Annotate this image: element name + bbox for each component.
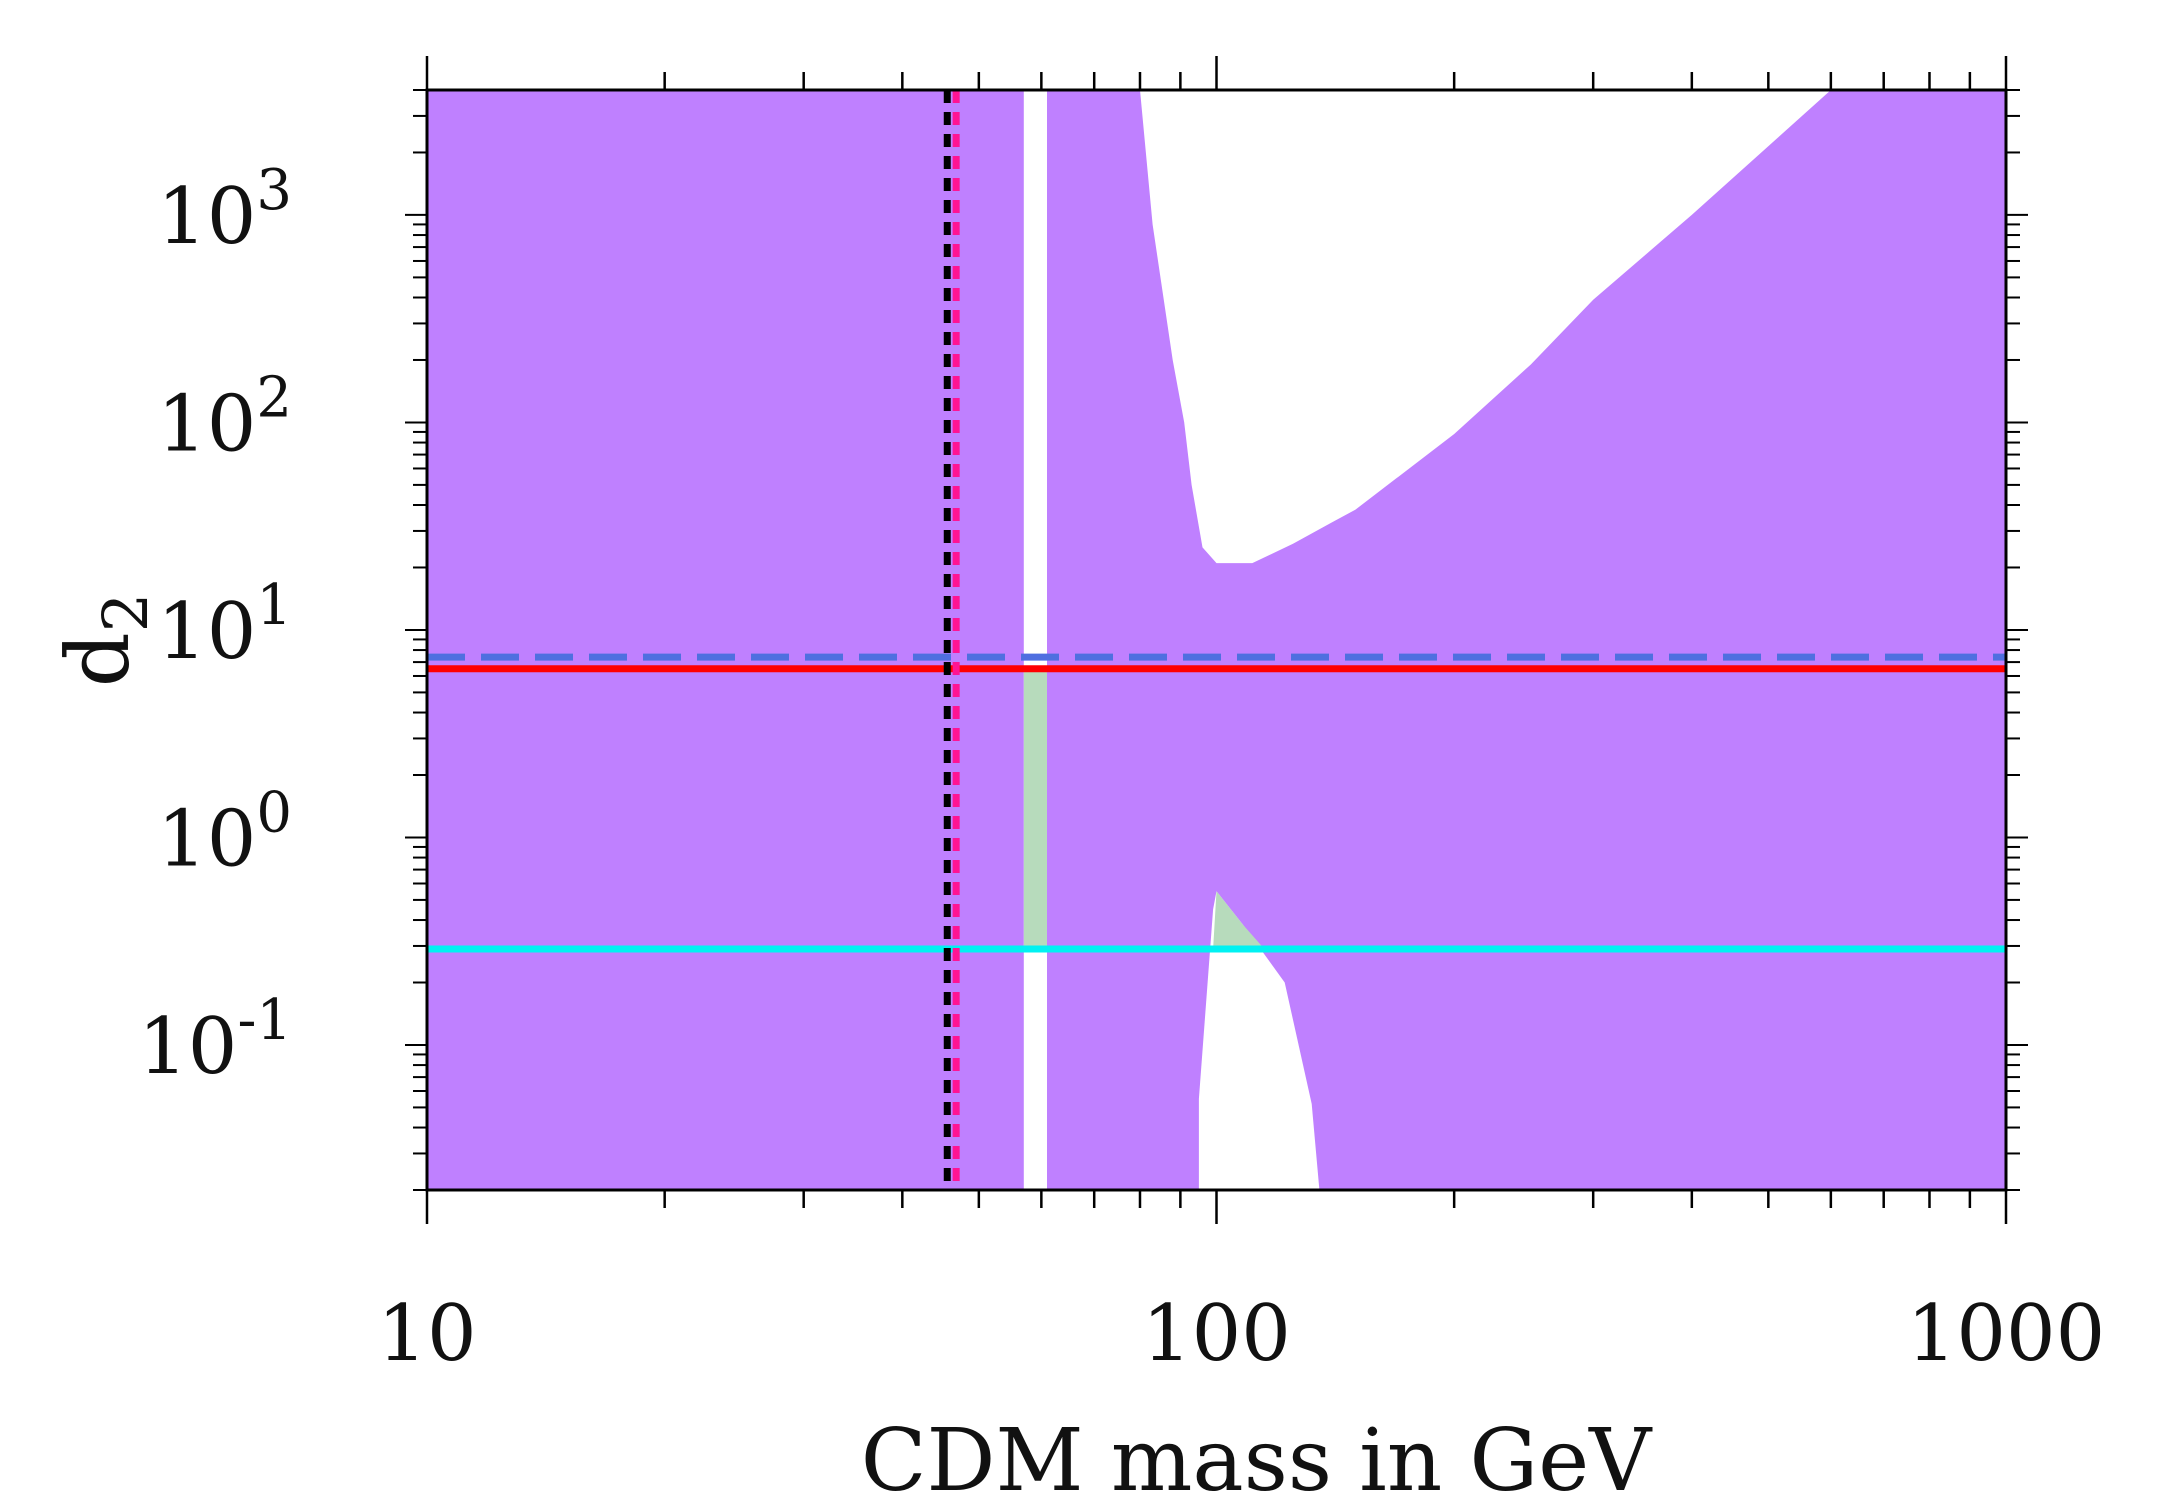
y-axis-label-subscript: 2	[89, 593, 162, 632]
x-tick-label: 100	[1142, 1289, 1291, 1379]
resonance-strip	[1023, 90, 1047, 1190]
y-tick-label-exponent: 0	[256, 780, 292, 845]
y-tick-label-base: 10	[157, 587, 256, 677]
x-axis-label: CDM mass in GeV	[861, 1411, 1653, 1511]
y-tick-label-base: 10	[157, 794, 256, 884]
labels: CDM mass in GeV d2 10 100 100010-110010110…	[49, 158, 2105, 1511]
y-axis-label-base: d	[49, 632, 149, 687]
green-strip	[1023, 668, 1047, 949]
y-tick-label-exponent: 2	[256, 365, 292, 430]
axes	[405, 56, 2028, 1224]
y-tick-label-exponent: 1	[256, 573, 292, 638]
plot-area	[427, 90, 2006, 1190]
upper-right-region	[1140, 90, 1831, 564]
y-tick-label: 102	[157, 365, 292, 469]
x-tick-label: 10	[377, 1289, 476, 1379]
y-tick-label-base: 10	[157, 172, 256, 262]
y-axis-label: d2	[49, 593, 162, 688]
y-tick-label: 100	[157, 780, 292, 884]
y-tick-label-base: 10	[138, 1002, 237, 1092]
y-tick-label: 101	[157, 573, 292, 677]
lower-region	[1198, 891, 1320, 1190]
green-lower	[1213, 891, 1265, 949]
y-tick-label-base: 10	[157, 379, 256, 469]
y-tick-label-exponent: 3	[256, 158, 292, 223]
y-tick-label: 10-1	[138, 988, 292, 1092]
y-tick-label-exponent: -1	[237, 988, 292, 1053]
y-tick-label: 103	[157, 158, 292, 262]
x-tick-label: 1000	[1907, 1289, 2106, 1379]
